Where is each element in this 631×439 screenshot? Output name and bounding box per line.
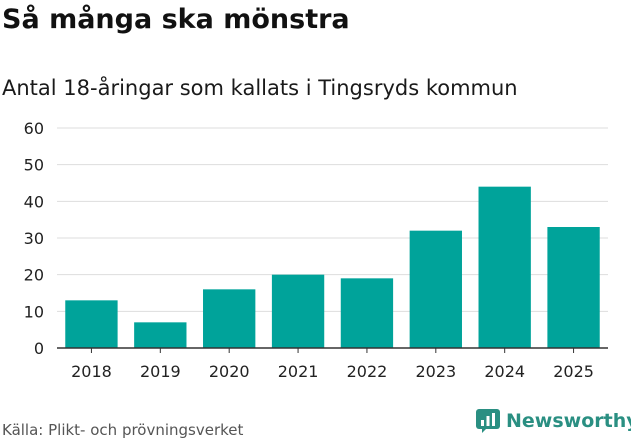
y-tick-label: 40	[24, 192, 44, 211]
x-tick-label: 2022	[347, 362, 388, 381]
y-axis-ticks: 0 10 20 30 40 50 60	[24, 119, 44, 358]
y-tick-label: 60	[24, 119, 44, 138]
bar-2025	[547, 227, 600, 348]
x-tick-label: 2020	[209, 362, 250, 381]
bar-2023	[409, 230, 462, 348]
x-axis-ticks: 2018 2019 2020 2021 2022 2023 2024 2025	[71, 348, 594, 381]
bar-2022	[340, 278, 394, 348]
x-tick-label: 2023	[415, 362, 456, 381]
newsworthy-logo-icon	[476, 409, 500, 433]
bar-2024	[478, 186, 531, 348]
y-tick-label: 30	[24, 229, 44, 248]
source-note: Källa: Plikt- och prövningsverket	[2, 421, 244, 439]
bars	[65, 186, 600, 348]
x-tick-label: 2021	[278, 362, 319, 381]
bar-2021	[271, 274, 325, 348]
x-tick-label: 2018	[71, 362, 112, 381]
brand-name: Newsworthy	[506, 410, 631, 432]
x-tick-label: 2019	[140, 362, 181, 381]
y-tick-label: 50	[24, 156, 44, 175]
x-tick-label: 2024	[484, 362, 525, 381]
y-tick-label: 10	[24, 302, 44, 321]
y-tick-label: 0	[34, 339, 44, 358]
x-tick-label: 2025	[553, 362, 594, 381]
chart-subtitle: Antal 18-åringar som kallats i Tingsryds…	[2, 76, 518, 100]
chart-title: Så många ska mönstra	[2, 4, 350, 35]
bar-2018	[65, 300, 118, 348]
y-tick-label: 20	[24, 266, 44, 285]
bar-2020	[203, 289, 256, 348]
bar-2019	[134, 322, 187, 348]
brand-logo: Newsworthy	[476, 409, 631, 433]
